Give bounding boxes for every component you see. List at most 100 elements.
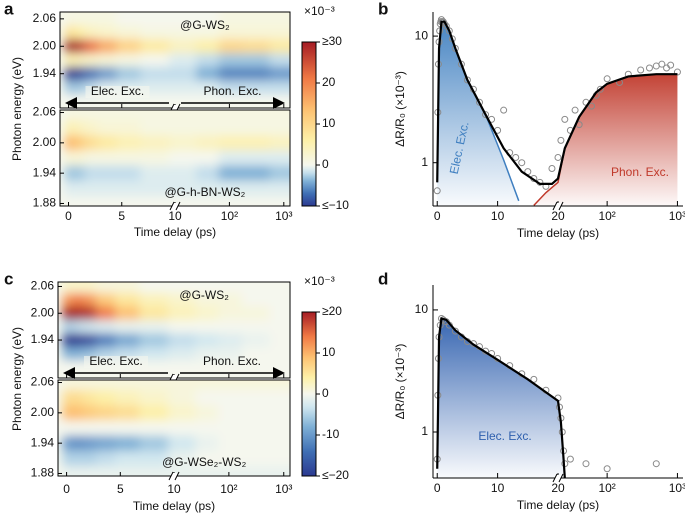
heatmap-cell: [96, 465, 116, 476]
area: [437, 21, 519, 206]
colorbar-tick-label: 0: [322, 157, 329, 171]
y-axis-label: ΔR/R₀ (×10⁻³): [393, 344, 407, 420]
heatmap-cell: [269, 405, 290, 422]
heatmap-cell: [62, 465, 75, 476]
heatmap-cell: [269, 450, 290, 467]
heatmap-cell: [139, 405, 170, 422]
heatmap-cell: [62, 450, 75, 467]
data-point: [512, 153, 520, 161]
heatmap-cell: [241, 390, 271, 407]
heatmap-cell: [116, 120, 142, 137]
heatmap-cell: [196, 25, 220, 41]
heatmap-cell: [82, 306, 98, 321]
heatmap-cell: [114, 390, 141, 407]
heatmap-cell: [218, 135, 244, 152]
heatmap-cell: [269, 195, 290, 206]
heatmap-cell: [114, 450, 141, 467]
heatmap-cell: [96, 319, 116, 335]
heatmap-cell: [139, 465, 170, 476]
heatmap-cell: [269, 120, 290, 137]
heatmap-cell: [116, 195, 142, 206]
heatmap-cell: [97, 12, 118, 27]
sample-label: @G-WSe₂-WS₂: [162, 455, 247, 469]
heatmap-cell: [169, 53, 198, 68]
heatmap-cell: [169, 180, 198, 197]
heatmap-cell: [82, 465, 98, 476]
heatmap-cell: [75, 150, 86, 167]
heatmap-cell: [196, 94, 220, 108]
axis-break-gap: [171, 473, 177, 479]
heatmap-cell: [168, 282, 197, 295]
heatmap-cell: [64, 12, 77, 27]
y-tick-label: 2.06: [31, 375, 55, 389]
heatmap-cell: [139, 333, 170, 348]
panel-letter: d: [378, 269, 388, 288]
sample-label: @G-WS₂: [179, 288, 229, 302]
x-tick-label: 20: [551, 481, 565, 495]
heatmap-cell: [241, 450, 271, 467]
heatmap-cell: [241, 293, 271, 308]
heatmap-cell: [64, 120, 77, 137]
y-tick-label: 1.94: [31, 435, 55, 449]
heatmap-cell: [218, 12, 244, 27]
heatmap-cell: [169, 135, 198, 152]
heatmap-cell: [217, 346, 243, 362]
heatmap-cell: [169, 195, 198, 206]
heatmap-cell: [196, 66, 220, 82]
data-point: [645, 64, 653, 72]
axis-break: [558, 201, 564, 211]
heatmap-cell: [96, 390, 116, 407]
plot-area: [433, 315, 660, 478]
heatmap-cell: [116, 39, 142, 55]
heatmap-cell: [196, 53, 220, 68]
heatmap-cell: [242, 53, 271, 68]
y-tick-label: 1.94: [33, 66, 57, 80]
x-axis-label: Time delay (ps): [133, 499, 215, 513]
line: [436, 20, 678, 186]
heatmap-cell: [140, 66, 171, 82]
x-tick-label: 5: [118, 209, 125, 223]
heatmap-cell: [269, 110, 290, 122]
x-tick-label: 10³: [275, 482, 292, 496]
heatmap-cell: [75, 39, 86, 55]
heatmap-cell: [140, 25, 171, 41]
heatmap-cell: [82, 390, 98, 407]
heatmap-cell: [73, 333, 84, 348]
heatmap-cell: [241, 465, 271, 476]
heatmap-cell: [195, 282, 219, 295]
x-tick-label: 0: [63, 482, 70, 496]
heatmap-cell: [169, 94, 198, 108]
heatmap-cell: [168, 380, 197, 392]
x-tick-label: 5: [117, 482, 124, 496]
heatmap-cell: [96, 282, 116, 295]
heatmap-cell: [64, 66, 77, 82]
heatmap-cell: [84, 195, 99, 206]
colorbar-unit: ×10⁻³: [304, 4, 335, 18]
heatmap-cell: [242, 110, 271, 122]
heatmap-cell: [140, 120, 171, 137]
heatmap-cell: [96, 293, 116, 308]
colorbar-tick-label: 0: [322, 386, 329, 400]
panel-letter: a: [4, 0, 14, 18]
x-tick-label: 10: [167, 482, 181, 496]
x-tick-label: 10²: [598, 481, 615, 495]
heatmap-cell: [269, 293, 290, 308]
heatmap-cell: [168, 293, 197, 308]
heatmap-cell: [168, 346, 197, 362]
axis-break: [175, 201, 181, 211]
colorbar: [301, 41, 317, 207]
heatmap-cell: [169, 80, 198, 96]
x-tick-label: 10: [168, 209, 182, 223]
heatmap-cell: [139, 435, 170, 452]
data-point: [500, 106, 508, 114]
x-tick-label: 20: [551, 209, 565, 223]
heatmap-cell: [269, 165, 290, 182]
heatmap-cell: [114, 465, 141, 476]
heatmap-cell: [82, 282, 98, 295]
heatmap-cell: [196, 110, 220, 122]
heatmap-cell: [140, 53, 171, 68]
annotation: Phon. Exc.: [203, 84, 261, 98]
y-tick-label: 1.94: [33, 165, 57, 179]
heatmap-cell: [269, 319, 290, 335]
heatmap-cell: [97, 39, 118, 55]
